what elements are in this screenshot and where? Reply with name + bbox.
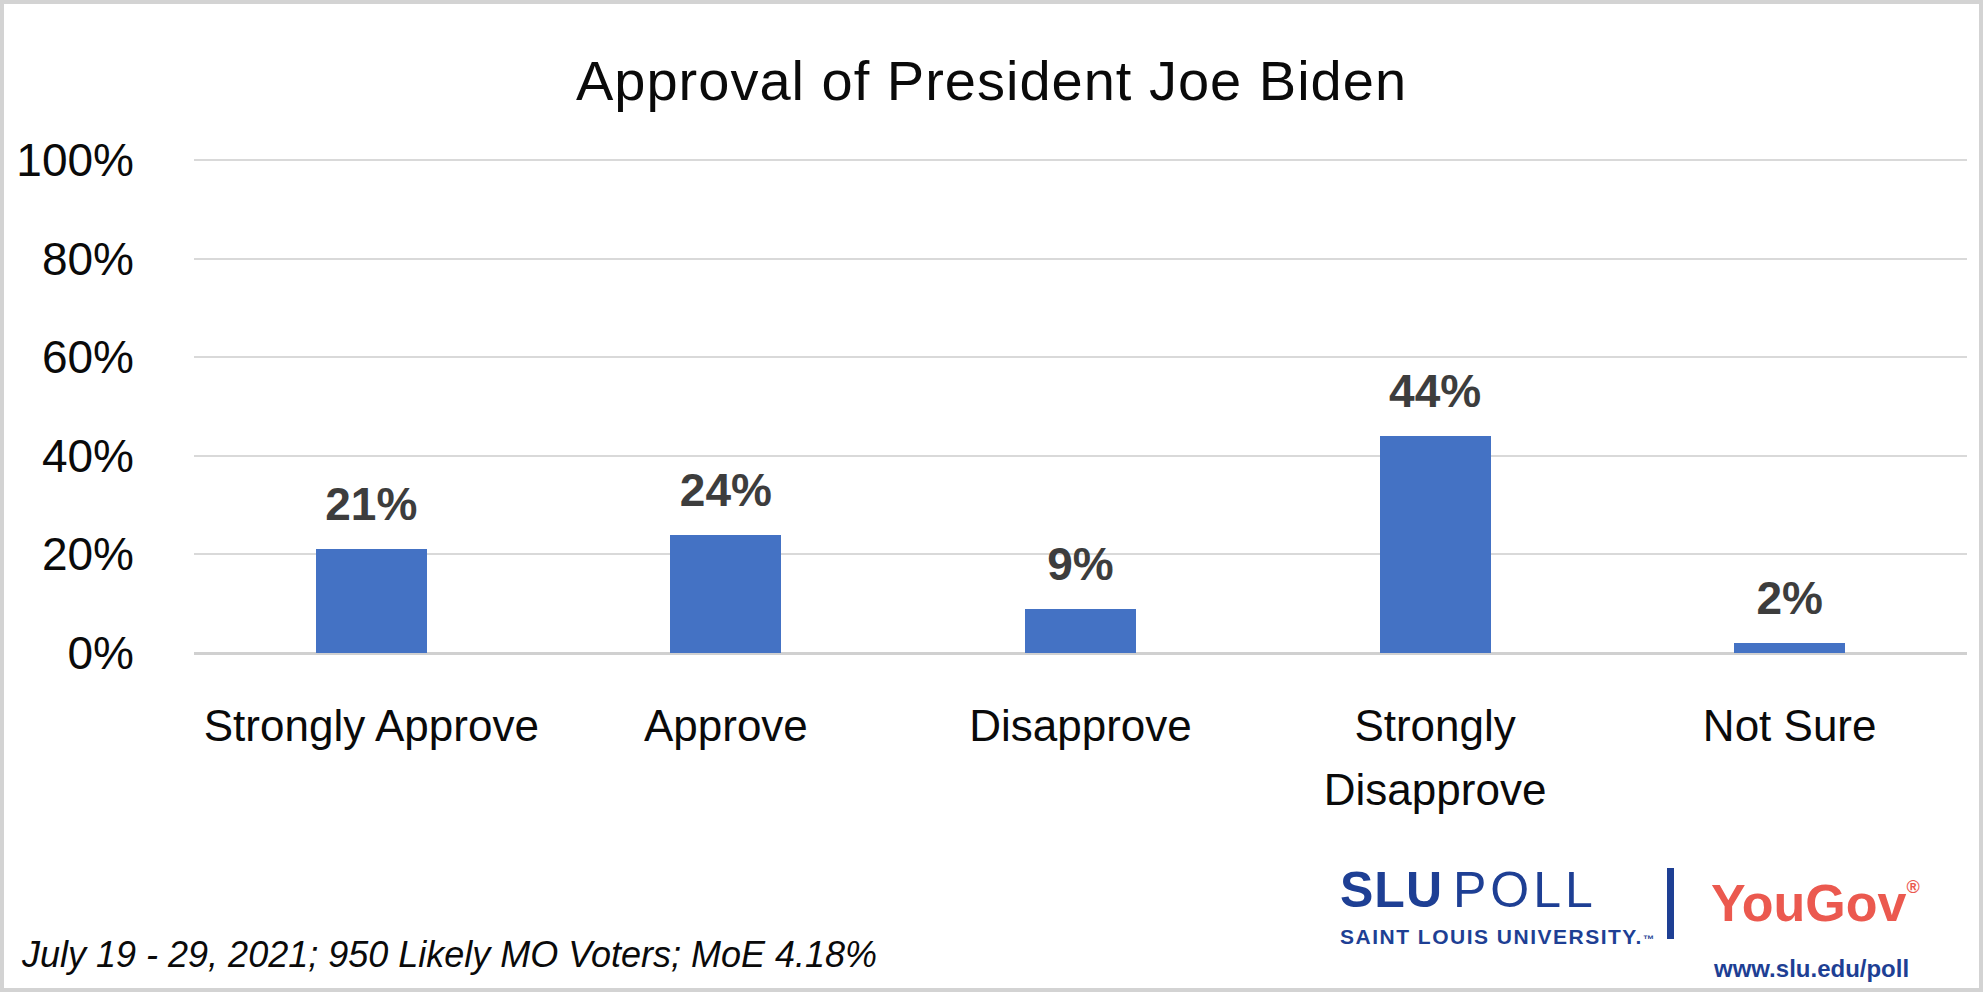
value-label-strongly-approve: 21% xyxy=(261,479,481,529)
category-label-not-sure: Not Sure xyxy=(1610,694,1970,758)
trademark-symbol: ™ xyxy=(1643,933,1656,945)
chart-title: Approval of President Joe Biden xyxy=(4,48,1979,114)
bar-not-sure xyxy=(1734,643,1845,653)
bar-strongly-approve xyxy=(316,549,427,653)
slu-poll-url: www.slu.edu/poll xyxy=(1714,955,1909,983)
value-label-approve: 24% xyxy=(616,465,836,515)
yougov-wordmark-text: YouGov xyxy=(1711,874,1906,932)
category-label-strongly-approve: Strongly Approve xyxy=(191,694,551,758)
category-label-approve: Approve xyxy=(546,694,906,758)
gridline-100 xyxy=(194,159,1967,161)
slu-poll-logo: SLUPOLL SAINT LOUIS UNIVERSITY.™ xyxy=(1340,862,1655,952)
gridline-60 xyxy=(194,356,1967,358)
slu-university-label: SAINT LOUIS UNIVERSITY. xyxy=(1340,925,1643,948)
slu-wordmark-text: SLU xyxy=(1340,862,1443,918)
plot-area: 21% 24% 9% 44% 2% xyxy=(194,160,1967,653)
value-label-disapprove: 9% xyxy=(971,539,1191,589)
value-label-not-sure: 2% xyxy=(1680,573,1900,623)
footnote-text: July 19 - 29, 2021; 950 Likely MO Voters… xyxy=(22,932,877,978)
slu-poll-wordmark: SLUPOLL xyxy=(1340,862,1655,918)
poll-chart-frame: Approval of President Joe Biden 21% 24% 9%… xyxy=(0,0,1983,992)
logo-separator-bar xyxy=(1667,868,1674,939)
y-tick-label-100: 100% xyxy=(4,133,134,187)
value-label-strongly-disapprove: 44% xyxy=(1325,366,1545,416)
slu-university-text: SAINT LOUIS UNIVERSITY.™ xyxy=(1340,924,1655,952)
y-tick-label-20: 20% xyxy=(4,527,134,581)
y-tick-label-0: 0% xyxy=(4,626,134,680)
bar-strongly-disapprove xyxy=(1380,436,1491,653)
y-tick-label-40: 40% xyxy=(4,429,134,483)
y-tick-label-60: 60% xyxy=(4,330,134,384)
bar-disapprove xyxy=(1025,609,1136,653)
yougov-logo: YouGov® xyxy=(1711,874,1920,932)
category-label-disapprove: Disapprove xyxy=(901,694,1261,758)
registered-symbol: ® xyxy=(1906,877,1919,897)
y-tick-label-80: 80% xyxy=(4,232,134,286)
poll-wordmark-text: POLL xyxy=(1453,862,1597,918)
gridline-40 xyxy=(194,455,1967,457)
x-axis-labels: Strongly ApproveApproveDisapproveStrongl… xyxy=(194,694,1967,844)
category-label-strongly-disapprove: Strongly Disapprove xyxy=(1255,694,1615,822)
gridline-80 xyxy=(194,258,1967,260)
bar-approve xyxy=(670,535,781,653)
